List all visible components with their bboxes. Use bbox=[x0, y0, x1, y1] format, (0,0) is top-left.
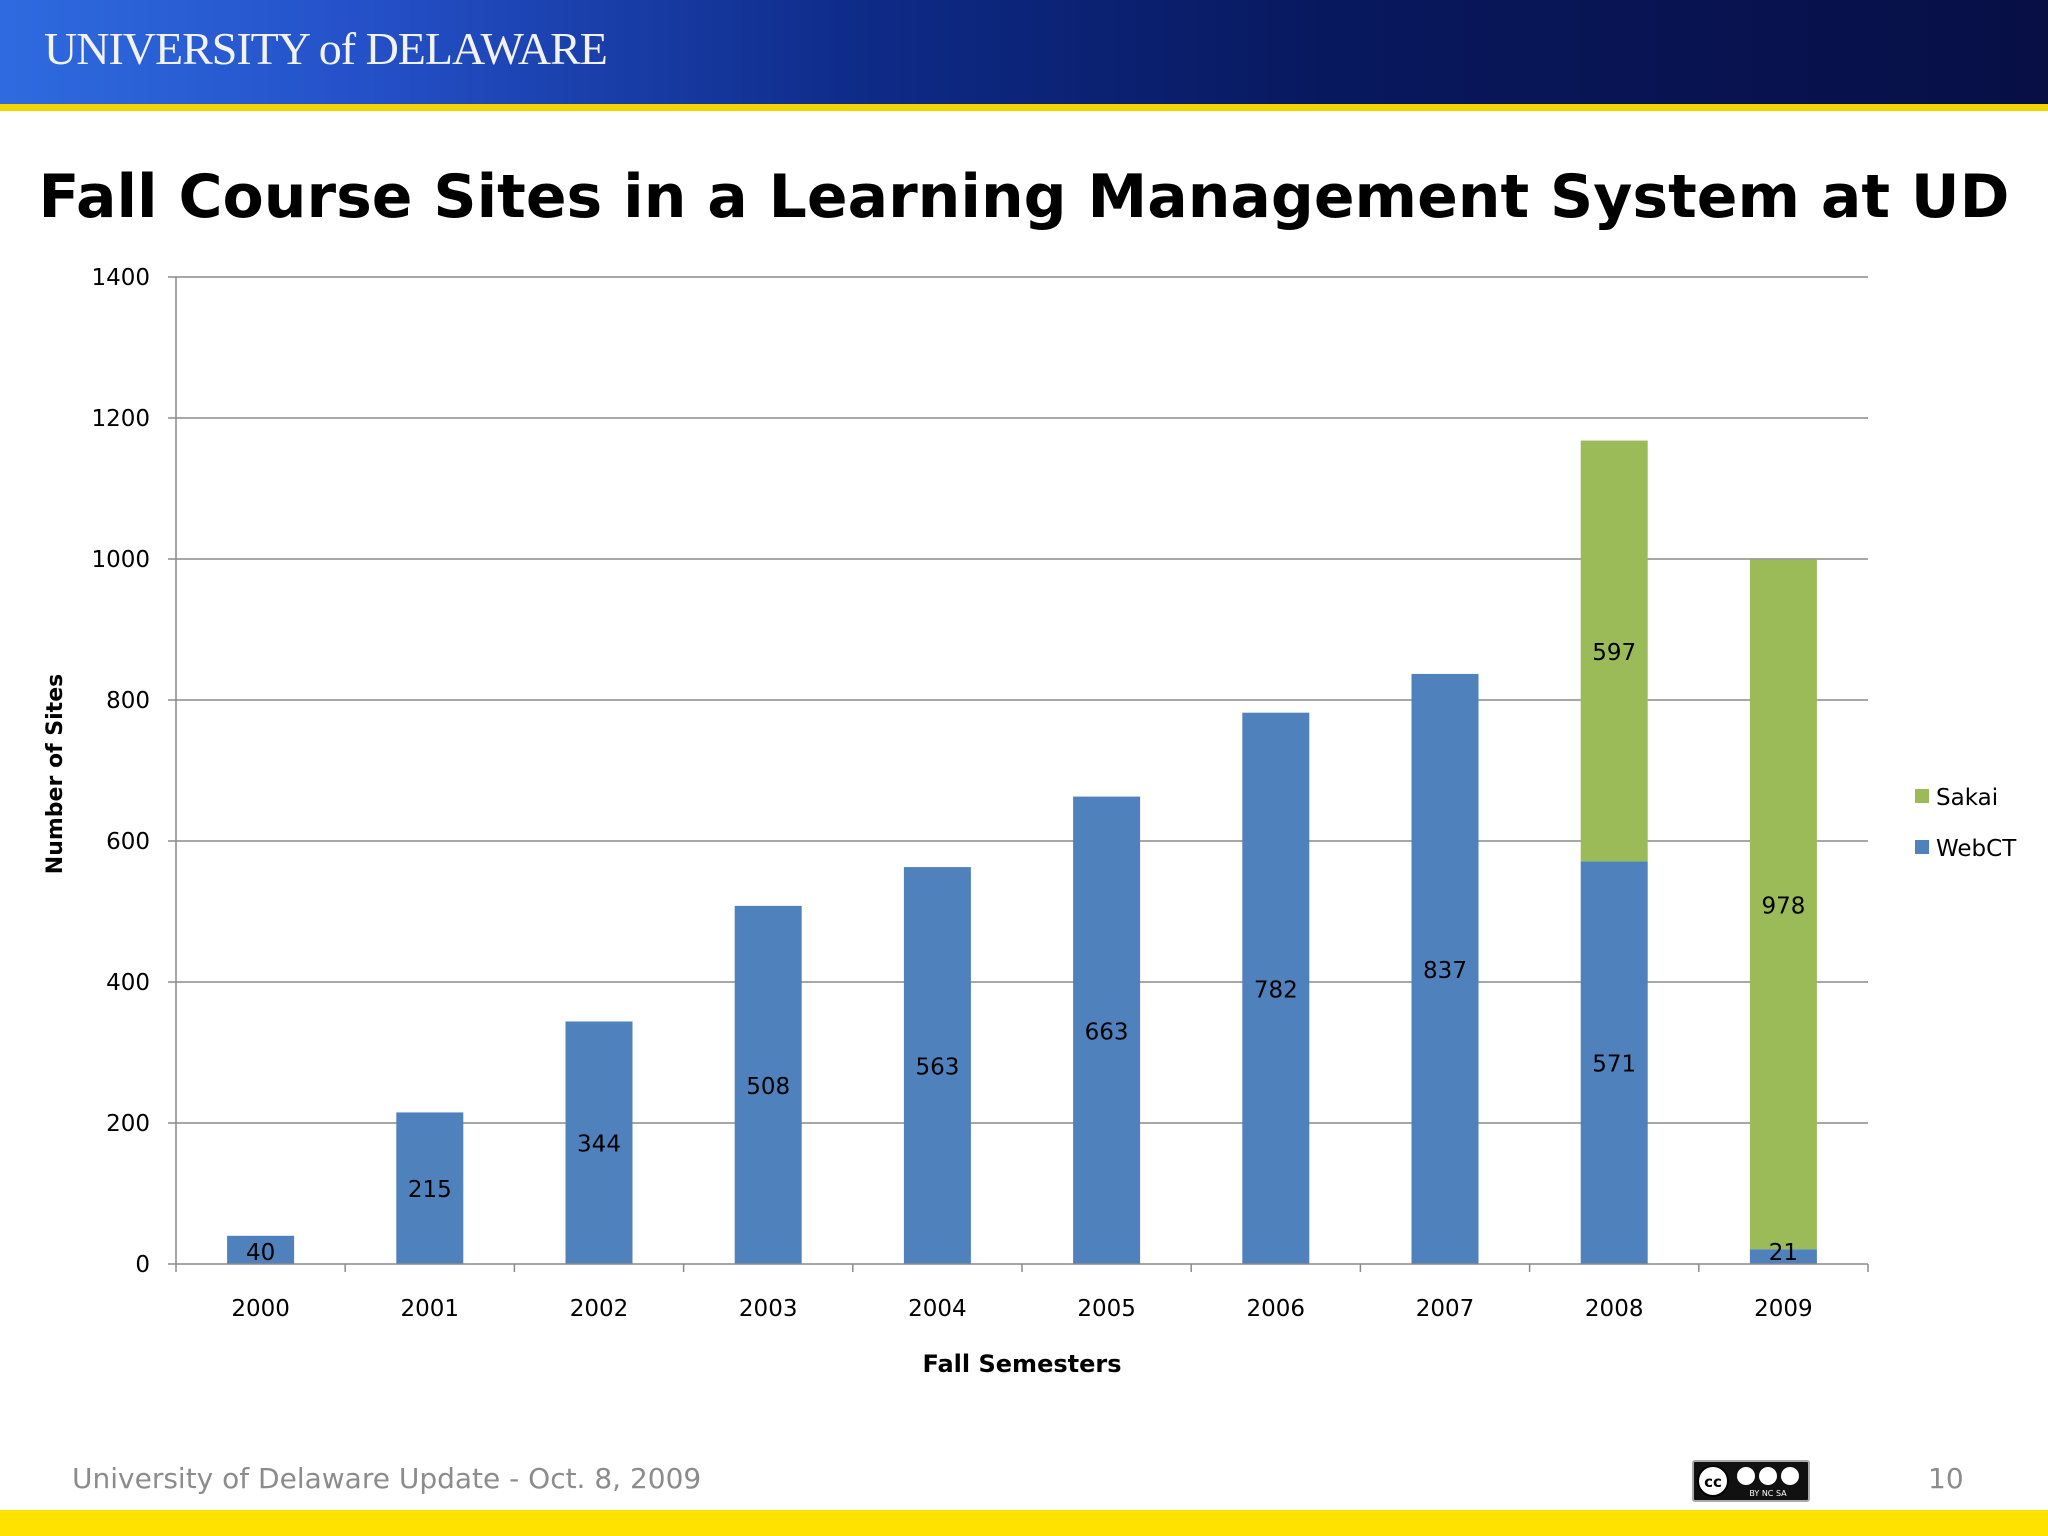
header-banner bbox=[0, 0, 2048, 104]
bar-webct-2006 bbox=[1242, 712, 1310, 1264]
bar-webct-2000 bbox=[227, 1235, 295, 1264]
x-tick-label: 2006 bbox=[1247, 1296, 1306, 1322]
y-tick-label: 800 bbox=[106, 688, 150, 714]
bar-sakai-2009 bbox=[1749, 559, 1817, 1250]
bar-webct-2008 bbox=[1580, 861, 1648, 1264]
y-tick-label: 200 bbox=[106, 1111, 150, 1137]
data-label-webct-2006: 782 bbox=[1254, 977, 1298, 1003]
bar-webct-2005 bbox=[1073, 796, 1141, 1264]
y-tick-label: 1400 bbox=[91, 265, 150, 291]
y-axis-title: Number of Sites bbox=[43, 674, 68, 874]
data-label-webct-2000: 40 bbox=[246, 1240, 275, 1266]
data-label-webct-2008: 571 bbox=[1592, 1052, 1636, 1078]
data-label-webct-2002: 344 bbox=[577, 1132, 621, 1158]
footer-text: University of Delaware Update - Oct. 8, … bbox=[72, 1462, 702, 1495]
y-tick-label: 400 bbox=[106, 970, 150, 996]
university-logo: UNIVERSITY of DELAWARE bbox=[44, 22, 608, 82]
legend-label-webct: WebCT bbox=[1936, 836, 2017, 862]
bar-webct-2009 bbox=[1749, 1249, 1817, 1264]
x-tick-label: 2005 bbox=[1077, 1296, 1136, 1322]
header-rule bbox=[0, 104, 2048, 111]
legend-label-sakai: Sakai bbox=[1936, 785, 1998, 811]
svg-text:cc: cc bbox=[1704, 1473, 1722, 1491]
legend-swatch-webct bbox=[1915, 840, 1929, 854]
legend-swatch-sakai bbox=[1915, 789, 1929, 803]
data-label-webct-2003: 508 bbox=[746, 1074, 790, 1100]
bar-webct-2001 bbox=[396, 1112, 464, 1264]
axes: 0 200 400 600 800 1000 1200 1400 2000 2001 2002 200… bbox=[91, 265, 1869, 1322]
cc-by-nc-sa-icon: cc BY NC SA bbox=[1692, 1460, 1810, 1502]
data-label-webct-2004: 563 bbox=[915, 1055, 959, 1081]
x-tick-label: 2001 bbox=[401, 1296, 460, 1322]
logo-text: UNIVERSITY of DELAWARE bbox=[44, 23, 608, 74]
bar-webct-2007 bbox=[1411, 673, 1479, 1264]
x-tick-label: 2000 bbox=[231, 1296, 290, 1322]
page-number: 10 bbox=[1928, 1462, 1964, 1495]
data-labels: 40 215 344 508 563 663 782 837 571 597 21 978 bbox=[246, 640, 1805, 1266]
y-tick-label: 1200 bbox=[91, 406, 150, 432]
footer-bar bbox=[0, 1510, 2048, 1536]
x-axis-title: Fall Semesters bbox=[923, 1350, 1122, 1378]
chart-title: Fall Course Sites in a Learning Manageme… bbox=[38, 162, 2010, 232]
data-label-webct-2001: 215 bbox=[408, 1177, 452, 1203]
x-tick-label: 2007 bbox=[1416, 1296, 1475, 1322]
bar-webct-2004 bbox=[903, 867, 971, 1264]
data-label-sakai-2008: 597 bbox=[1592, 640, 1636, 666]
bar-sakai-2008 bbox=[1580, 440, 1648, 862]
data-label-webct-2009: 21 bbox=[1769, 1240, 1798, 1266]
x-tick-label: 2009 bbox=[1754, 1296, 1813, 1322]
legend: Sakai WebCT bbox=[1915, 785, 2017, 862]
y-tick-label: 0 bbox=[135, 1252, 150, 1278]
x-tick-label: 2008 bbox=[1585, 1296, 1644, 1322]
bar-webct-2002 bbox=[565, 1021, 633, 1264]
y-tick-label: 1000 bbox=[91, 547, 150, 573]
data-label-sakai-2009: 978 bbox=[1761, 893, 1805, 919]
y-tick-label: 600 bbox=[106, 829, 150, 855]
x-tick-label: 2003 bbox=[739, 1296, 798, 1322]
data-label-webct-2007: 837 bbox=[1423, 958, 1467, 984]
x-tick-label: 2002 bbox=[570, 1296, 629, 1322]
license-text: BY NC SA bbox=[1749, 1489, 1787, 1498]
bars bbox=[227, 440, 1817, 1264]
bar-webct-2003 bbox=[734, 905, 802, 1264]
x-tick-label: 2004 bbox=[908, 1296, 967, 1322]
data-label-webct-2005: 663 bbox=[1085, 1019, 1129, 1045]
